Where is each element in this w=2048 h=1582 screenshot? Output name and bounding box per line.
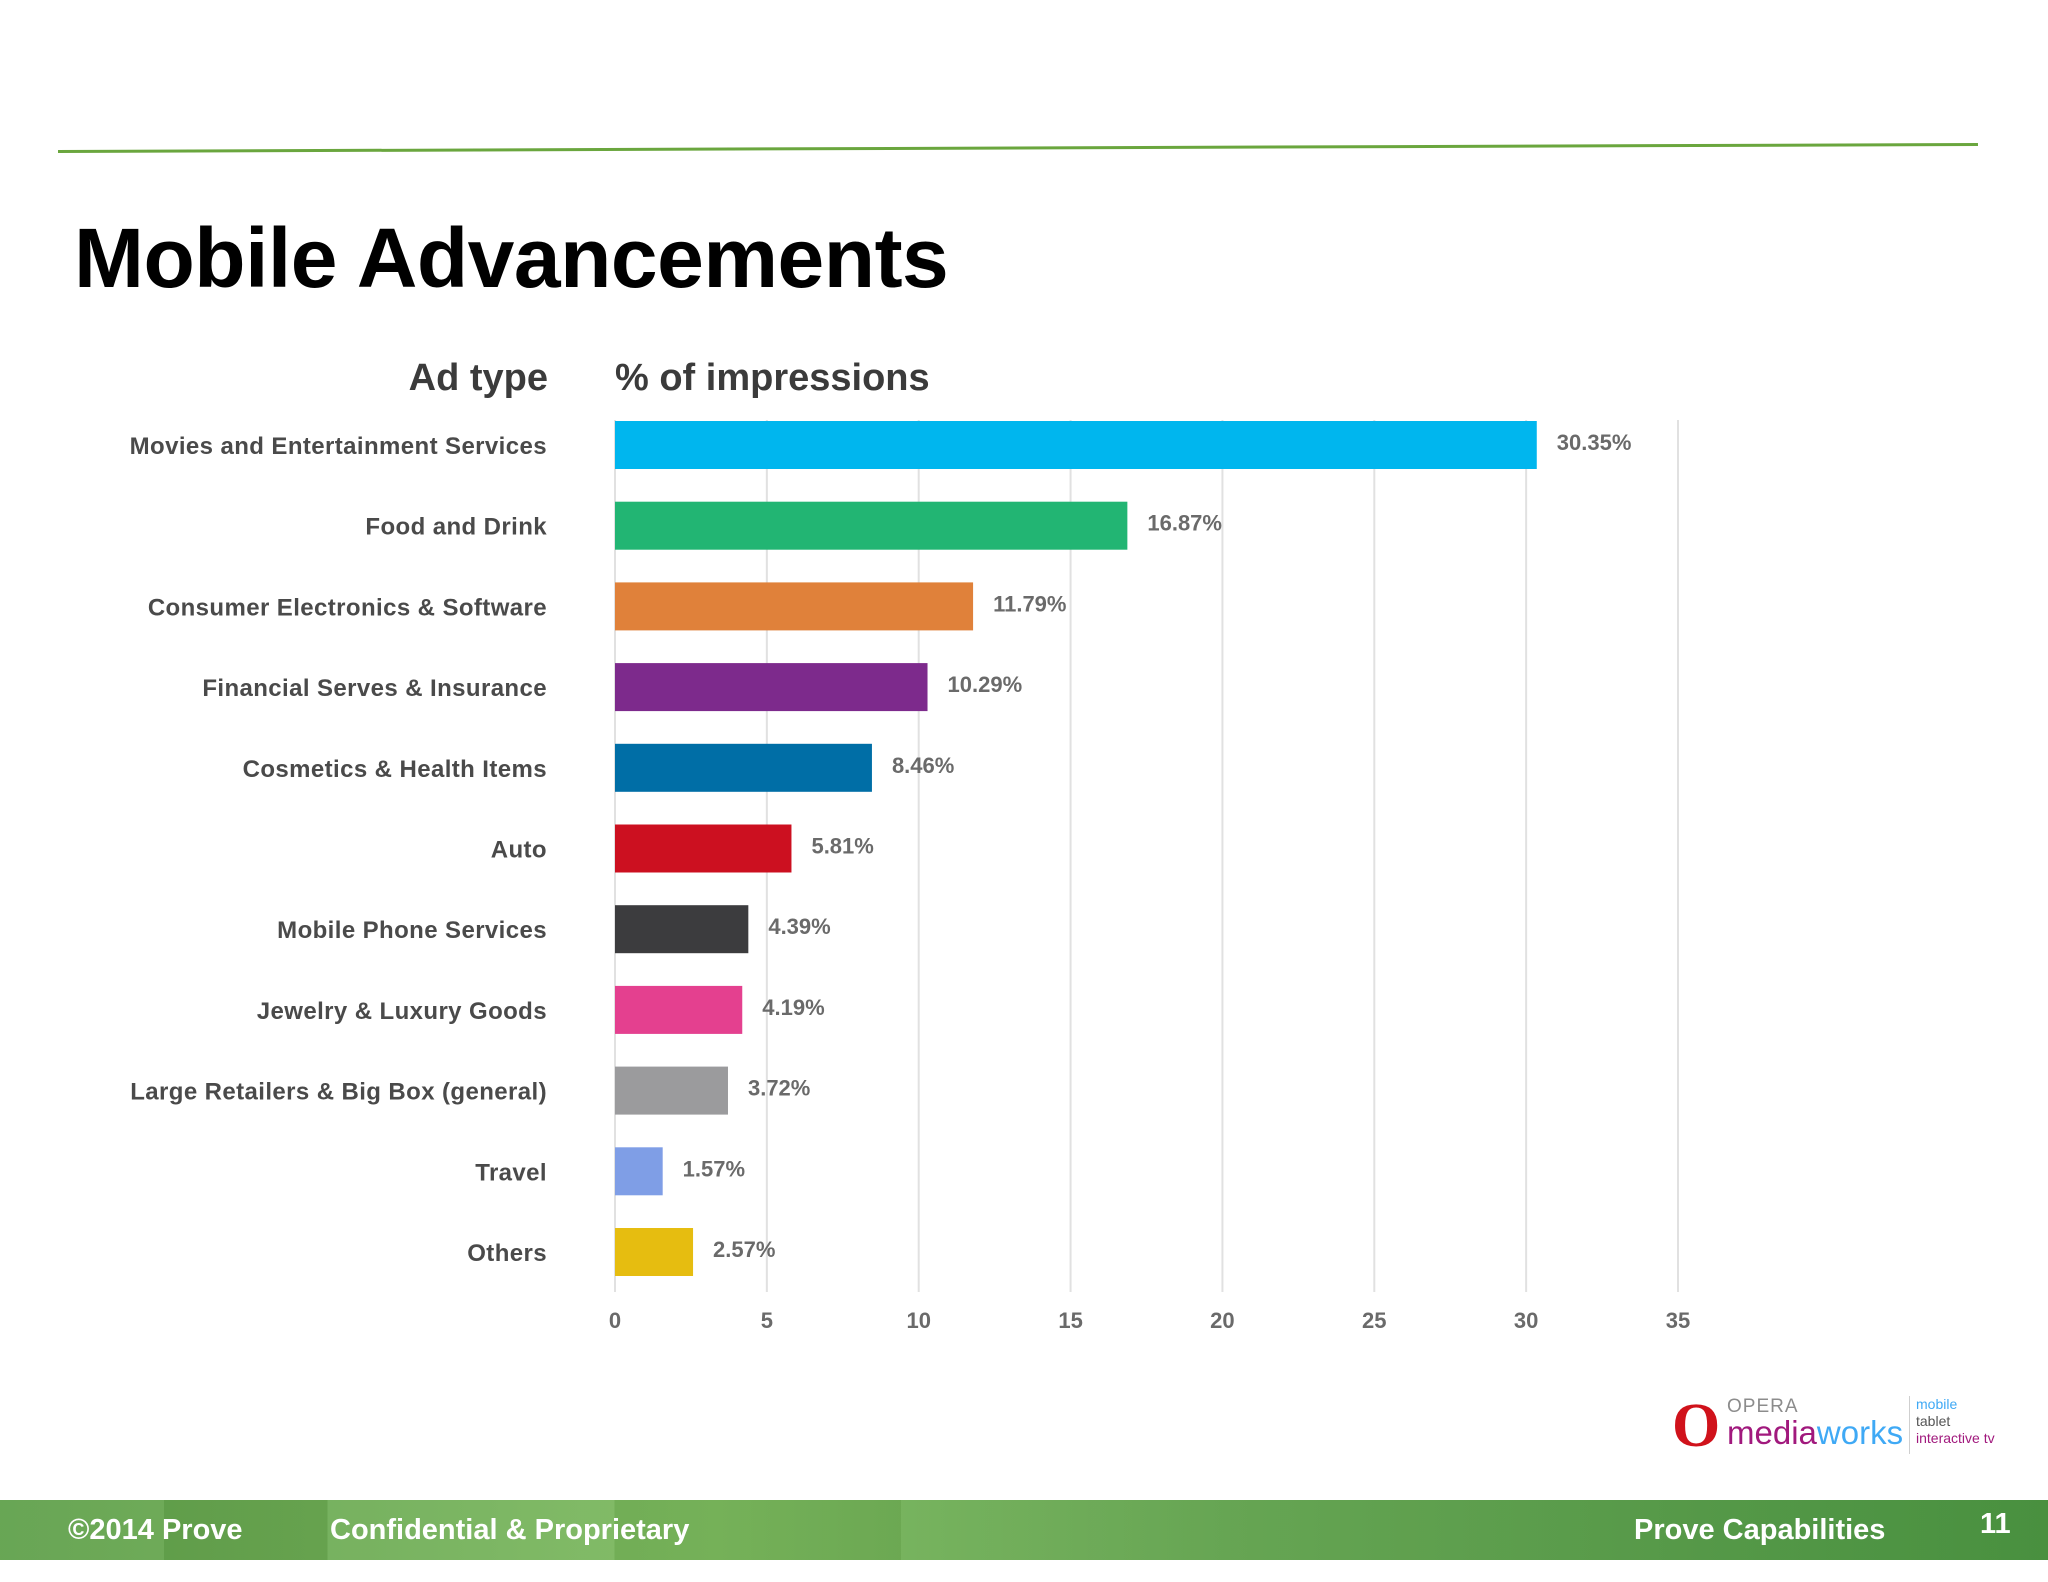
x-tick-label: 15 bbox=[1058, 1308, 1082, 1333]
category-label: Travel bbox=[475, 1159, 547, 1186]
opera-o-icon: O bbox=[1672, 1392, 1721, 1460]
category-label: Cosmetics & Health Items bbox=[243, 756, 547, 783]
category-label: Food and Drink bbox=[365, 514, 547, 541]
slide-title: Mobile Advancements bbox=[74, 211, 949, 305]
data-label: 16.87% bbox=[1147, 511, 1222, 536]
bar bbox=[615, 421, 1537, 469]
x-tick-label: 35 bbox=[1666, 1308, 1690, 1333]
logo-tag-mobile: mobile bbox=[1916, 1396, 1958, 1412]
category-label: Large Retailers & Big Box (general) bbox=[130, 1079, 547, 1106]
opera-mediaworks-logo: O OPERA mediaworks mobile tablet interac… bbox=[1672, 1392, 2002, 1462]
bar bbox=[615, 663, 928, 712]
x-tick-label: 10 bbox=[906, 1308, 930, 1333]
bar bbox=[615, 905, 749, 954]
logo-separator bbox=[1909, 1396, 1910, 1454]
bar bbox=[615, 1228, 694, 1276]
logo-opera-text: OPERA bbox=[1727, 1396, 1799, 1417]
data-label: 1.57% bbox=[683, 1156, 745, 1181]
footer-confidential: Confidential & Proprietary bbox=[330, 1514, 690, 1546]
bar bbox=[615, 1147, 663, 1196]
data-label: 30.35% bbox=[1557, 430, 1632, 455]
data-label: 4.19% bbox=[762, 995, 824, 1020]
data-label: 5.81% bbox=[811, 834, 873, 859]
category-label: Jewelry & Luxury Goods bbox=[257, 998, 547, 1025]
footer-copyright: ©2014 Prove bbox=[68, 1514, 243, 1546]
logo-mediaworks-text: mediaworks bbox=[1727, 1414, 1903, 1452]
page-number: 11 bbox=[1980, 1508, 2011, 1540]
logo-tag-tablet: tablet bbox=[1916, 1413, 1951, 1429]
bar bbox=[615, 582, 974, 631]
bar bbox=[615, 824, 792, 873]
data-label: 10.29% bbox=[948, 672, 1023, 697]
x-tick-label: 20 bbox=[1210, 1308, 1234, 1333]
category-label: Auto bbox=[491, 837, 547, 864]
footer-bar: ©2014 Prove Confidential & Proprietary P… bbox=[0, 1500, 2048, 1560]
x-tick-label: 5 bbox=[761, 1308, 773, 1333]
data-label: 2.57% bbox=[713, 1237, 775, 1262]
logo-tagline: mobile tablet interactive tv bbox=[1916, 1396, 1995, 1447]
category-axis-header: Ad type bbox=[409, 357, 548, 399]
bar bbox=[615, 743, 872, 792]
chart-canvas: Movies and Entertainment Services 30.35% F… bbox=[130, 357, 1691, 1333]
logo-works: works bbox=[1816, 1414, 1904, 1451]
category-label: Financial Serves & Insurance bbox=[202, 675, 547, 702]
category-label: Consumer Electronics & Software bbox=[148, 594, 547, 621]
category-label: Mobile Phone Services bbox=[277, 917, 547, 944]
data-label: 3.72% bbox=[748, 1076, 810, 1101]
bar bbox=[615, 501, 1128, 550]
footer-section: Prove Capabilities bbox=[1634, 1514, 1886, 1546]
category-label: Others bbox=[467, 1240, 547, 1267]
value-axis-header: % of impressions bbox=[615, 357, 930, 399]
logo-media: media bbox=[1727, 1414, 1817, 1451]
data-label: 11.79% bbox=[993, 591, 1066, 616]
bar bbox=[615, 985, 743, 1034]
x-tick-label: 25 bbox=[1362, 1308, 1386, 1333]
data-label: 8.46% bbox=[892, 753, 954, 778]
chart-x-ticks: 0 5 10 15 20 25 30 35 bbox=[609, 1308, 1690, 1333]
x-tick-label: 0 bbox=[609, 1308, 621, 1333]
chart-bars: Movies and Entertainment Services 30.35% F… bbox=[130, 421, 1632, 1276]
data-label: 4.39% bbox=[768, 914, 830, 939]
bar bbox=[615, 1066, 728, 1115]
category-label: Movies and Entertainment Services bbox=[130, 433, 547, 460]
logo-tag-interactive-tv: interactive tv bbox=[1916, 1430, 1995, 1446]
x-tick-label: 30 bbox=[1514, 1308, 1538, 1333]
